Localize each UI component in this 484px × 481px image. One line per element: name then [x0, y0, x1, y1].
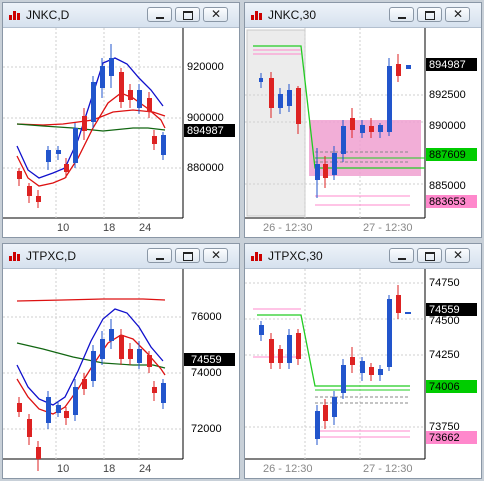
chart-app-icon	[251, 252, 262, 261]
maximize-button[interactable]	[417, 248, 442, 263]
green-line-upper	[257, 314, 410, 387]
close-button[interactable]: ✕	[203, 248, 228, 263]
y-axis-label: 72000	[191, 423, 222, 435]
green-price-tag-bg	[426, 148, 477, 161]
chart-window-jnkc-30min[interactable]: JNKC,30 ✕	[244, 2, 482, 238]
chart-app-icon	[9, 252, 20, 261]
y-axis-label: 920000	[187, 61, 224, 73]
maximize-icon	[425, 252, 435, 261]
chart-window-jnkc-daily[interactable]: JNKC,D ✕	[2, 2, 240, 238]
last-price-tag-bg	[184, 353, 235, 366]
band-green-avg	[16, 342, 166, 369]
maximize-button[interactable]	[175, 248, 200, 263]
minimize-icon	[156, 258, 164, 260]
x-axis-label: 26 - 12:30	[263, 463, 313, 475]
price-chart-area[interactable]: 894987 892500 890000 887609 885000 88365…	[245, 28, 481, 237]
last-price-tag-bg	[184, 124, 235, 137]
last-price-tag: 74559	[429, 304, 460, 316]
maximize-button[interactable]	[417, 7, 442, 22]
window-titlebar[interactable]: JTPXC,D ✕	[3, 244, 239, 269]
band-red-upper	[16, 298, 166, 302]
minimize-button[interactable]	[147, 248, 172, 263]
minimize-button[interactable]	[147, 7, 172, 22]
y-axis-label: 74250	[429, 349, 460, 361]
minimize-icon	[398, 17, 406, 19]
x-axis-label: 26 - 12:30	[263, 222, 313, 234]
window-titlebar[interactable]: JTPXC,30 ✕	[245, 244, 481, 269]
close-icon: ✕	[211, 248, 222, 262]
band-blue	[16, 308, 164, 406]
candles	[259, 285, 411, 445]
candles	[259, 54, 411, 198]
last-price-tag: 894987	[429, 59, 466, 71]
close-button[interactable]: ✕	[445, 248, 470, 263]
y-axis-label: 900000	[187, 112, 224, 124]
window-title: JTPXC,30	[268, 249, 323, 263]
x-axis-label: 24	[139, 222, 151, 234]
x-axis-label: 27 - 12:30	[363, 222, 413, 234]
last-price-tag-bg	[426, 58, 477, 71]
x-axis-label: 18	[103, 222, 115, 234]
window-title: JTPXC,D	[26, 249, 77, 263]
y-axis-label: 76000	[191, 311, 222, 323]
candles	[17, 319, 166, 471]
candles	[17, 44, 166, 208]
y-axis-label: 74500	[429, 315, 460, 327]
price-chart-area[interactable]: 74750 74559 74500 74250 74006 73750 7366…	[245, 269, 481, 478]
x-axis-label: 18	[103, 463, 115, 475]
y-axis-label: 890000	[429, 120, 466, 132]
y-axis-label: 74000	[191, 367, 222, 379]
pink-price-tag-bg	[426, 431, 477, 444]
window-titlebar[interactable]: JNKC,30 ✕	[245, 3, 481, 28]
x-axis-label: 24	[139, 463, 151, 475]
y-axis-label: 74750	[429, 277, 460, 289]
pink-price-tag: 73662	[429, 432, 460, 444]
minimize-icon	[156, 17, 164, 19]
chart-window-jtpxc-daily[interactable]: JTPXC,D ✕	[2, 243, 240, 479]
close-button[interactable]: ✕	[203, 7, 228, 22]
green-line-upper	[253, 45, 425, 169]
y-axis-label: 880000	[187, 162, 224, 174]
last-price-tag: 74559	[191, 354, 222, 366]
maximize-icon	[183, 252, 193, 261]
x-axis-label: 10	[57, 222, 69, 234]
prior-session-shade	[246, 29, 306, 217]
maximize-icon	[183, 11, 193, 20]
chart-app-icon	[9, 11, 20, 20]
minimize-button[interactable]	[389, 248, 414, 263]
pink-price-tag-bg	[426, 195, 477, 208]
close-button[interactable]: ✕	[445, 7, 470, 22]
minimize-icon	[398, 258, 406, 260]
window-title: JNKC,30	[268, 8, 317, 22]
y-axis-label: 885000	[429, 180, 466, 192]
y-axis-label: 892500	[429, 89, 466, 101]
last-price-tag-bg	[426, 303, 477, 316]
window-titlebar[interactable]: JNKC,D ✕	[3, 3, 239, 28]
close-icon: ✕	[453, 248, 464, 262]
window-title: JNKC,D	[26, 8, 70, 22]
chart-window-jtpxc-30min[interactable]: JTPXC,30 ✕	[244, 243, 482, 479]
green-price-tag: 887609	[429, 149, 466, 161]
green-price-tag-bg	[426, 380, 477, 393]
y-axis-label: 73750	[429, 421, 460, 433]
minimize-button[interactable]	[389, 7, 414, 22]
pink-price-tag: 883653	[429, 196, 466, 208]
last-price-tag: 894987	[187, 125, 224, 137]
maximize-button[interactable]	[175, 7, 200, 22]
chart-app-icon	[251, 11, 262, 20]
band-green-avg	[16, 123, 166, 132]
close-icon: ✕	[453, 7, 464, 21]
price-chart-area[interactable]: 76000 74559 74000 72000 10 18 24	[3, 269, 239, 478]
maximize-icon	[425, 11, 435, 20]
x-axis-label: 27 - 12:30	[363, 463, 413, 475]
price-chart-area[interactable]: 920000 900000 880000 894987 10 18 24	[3, 28, 239, 237]
close-icon: ✕	[211, 7, 222, 21]
green-price-tag: 74006	[429, 381, 460, 393]
x-axis-label: 10	[57, 463, 69, 475]
